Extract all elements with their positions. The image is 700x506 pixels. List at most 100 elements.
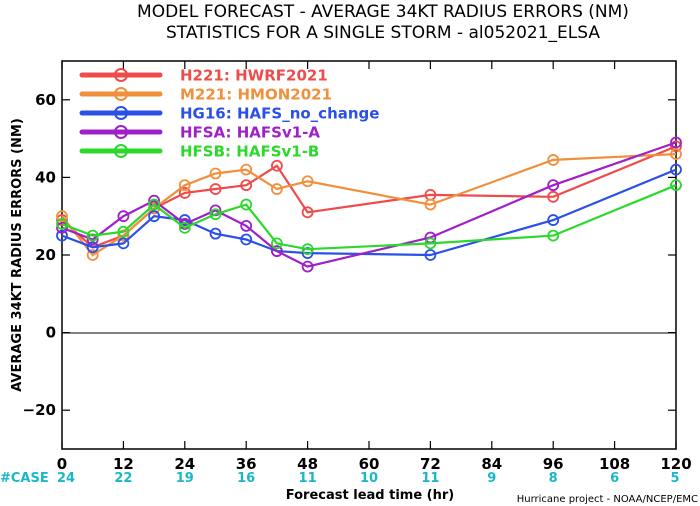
legend-marker	[114, 125, 128, 139]
data-point	[670, 136, 682, 149]
series-m221	[56, 148, 682, 261]
data-point	[424, 249, 437, 261]
data-point	[117, 210, 130, 223]
data-point	[209, 227, 222, 240]
legend-marker	[114, 106, 128, 120]
legend-code: HG16	[180, 105, 226, 123]
case-count-label: 8	[549, 471, 558, 486]
legend-name: HMON2021	[237, 86, 332, 104]
legend-code: M221	[180, 86, 226, 104]
data-point	[178, 179, 191, 192]
data-point	[117, 237, 130, 250]
x-tick-label: 108	[599, 455, 630, 473]
data-point	[301, 243, 314, 256]
data-point	[148, 198, 161, 211]
chart-title: MODEL FORECAST - AVERAGE 34KT RADIUS ERR…	[137, 2, 629, 22]
data-point	[270, 237, 283, 250]
data-point	[301, 175, 314, 188]
data-point	[670, 148, 682, 161]
data-point	[424, 198, 437, 211]
data-point	[240, 163, 253, 176]
data-point	[270, 159, 283, 172]
y-tick-label: −20	[23, 401, 56, 419]
legend-marker	[114, 144, 128, 158]
data-point	[547, 229, 560, 242]
y-tick-label: 60	[35, 91, 56, 109]
legend-label: HFSB: HAFSv1-B	[180, 143, 319, 161]
credit-text: Hurricane project - NOAA/NCEP/EMC	[517, 494, 698, 505]
legend-name: HAFSv1-B	[236, 143, 319, 161]
data-point	[240, 233, 253, 246]
data-point	[209, 167, 222, 180]
data-point	[301, 247, 314, 259]
series-line	[61, 145, 677, 249]
legend-label: HG16: HAFS_no_change	[180, 105, 379, 123]
data-point	[178, 187, 191, 199]
data-point	[56, 221, 68, 234]
legend-marker	[114, 68, 128, 82]
y-tick-label: 40	[35, 168, 56, 186]
legend-code: H221	[180, 67, 224, 85]
x-tick-label: 60	[359, 455, 380, 473]
data-point	[270, 183, 283, 195]
data-point	[209, 208, 222, 221]
data-point	[240, 198, 253, 211]
data-point	[86, 241, 99, 254]
x-axis: 0 12 24 36 48 60 72 84 96 108 120	[57, 61, 692, 473]
legend-name: HWRF2021	[235, 67, 328, 85]
data-point	[547, 214, 560, 226]
data-point	[56, 218, 68, 230]
series-line	[61, 168, 677, 257]
data-point	[86, 249, 99, 261]
series-hfsb	[56, 179, 682, 256]
series-layer	[56, 136, 682, 273]
chart-subtitle: STATISTICS FOR A SINGLE STORM - al052021…	[166, 23, 600, 43]
legend-name: HAFSv1-A	[237, 124, 321, 142]
legend-label: H221: HWRF2021	[180, 67, 328, 85]
legend-code: HFSB	[180, 143, 225, 161]
data-point	[240, 219, 253, 232]
case-count-label: 16	[237, 471, 255, 486]
y-tick-label: 0	[46, 324, 56, 342]
legend-separator: :	[225, 143, 236, 161]
data-point	[547, 190, 560, 203]
x-tick-label: 24	[174, 455, 195, 473]
data-point	[547, 154, 560, 166]
x-tick-label: 48	[297, 455, 318, 473]
case-count-label: 10	[360, 471, 378, 486]
x-tick-label: 96	[543, 455, 564, 473]
legend-item: H221: HWRF2021	[79, 67, 328, 85]
legend-code: HFSA	[180, 124, 226, 142]
data-point	[148, 210, 161, 223]
data-point	[240, 179, 253, 192]
data-point	[56, 229, 68, 242]
data-point	[670, 140, 682, 153]
legend-item: M221: HMON2021	[79, 86, 332, 104]
case-count-label: 9	[487, 471, 496, 486]
x-tick-label: 36	[236, 455, 257, 473]
legend-separator: :	[226, 124, 237, 142]
case-count-label: 11	[421, 471, 439, 486]
legend-item: HG16: HAFS_no_change	[79, 105, 379, 123]
x-tick-label: 84	[481, 455, 502, 473]
legend-item: HFSB: HAFSv1-B	[79, 143, 319, 161]
legend-name: HAFS_no_change	[237, 105, 379, 123]
data-point	[670, 163, 682, 176]
data-point	[117, 225, 130, 238]
case-count-label: 19	[176, 471, 194, 486]
legend-marker	[114, 87, 128, 101]
x-tick-label: 12	[113, 455, 134, 473]
case-count-label: 22	[114, 471, 132, 486]
legend-label: M221: HMON2021	[180, 86, 332, 104]
y-axis-title: AVERAGE 34KT RADIUS ERRORS (NM)	[10, 118, 25, 392]
legend-label: HFSA: HAFSv1-A	[180, 124, 320, 142]
series-line	[61, 141, 677, 268]
case-count-row: #CASE 24 22 19 16 11 10 11 9 8 6 5	[0, 471, 680, 486]
data-point	[86, 229, 99, 242]
data-point	[301, 260, 314, 273]
x-tick-label: 0	[57, 455, 67, 473]
y-axis: −20 0 20 40 60	[23, 91, 676, 419]
legend-separator: :	[226, 105, 237, 123]
